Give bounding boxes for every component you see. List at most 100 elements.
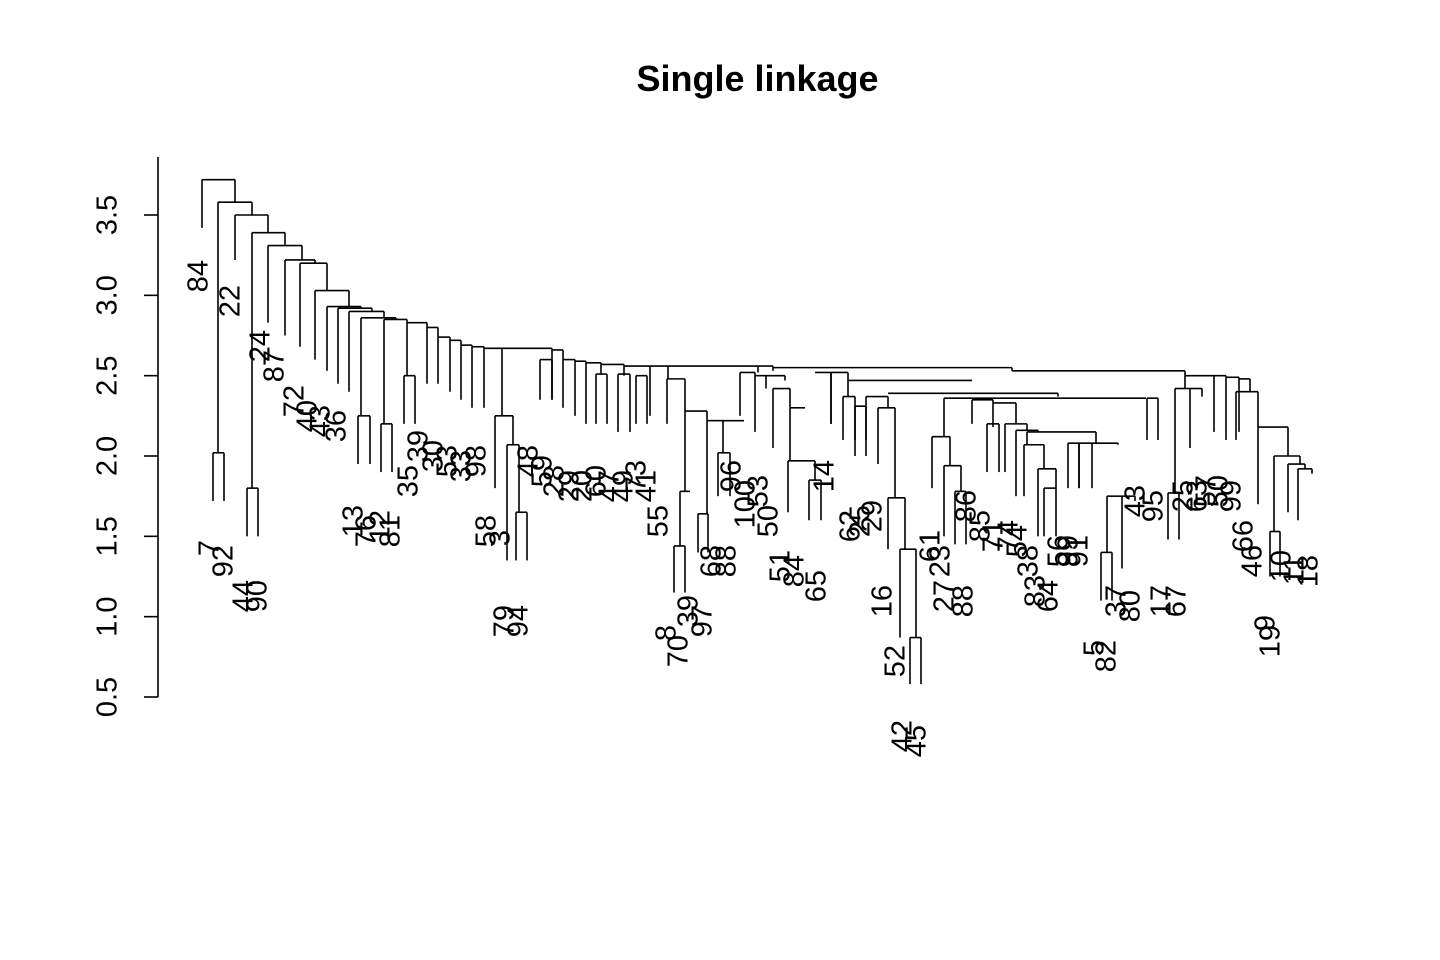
leaf-label: 11	[1279, 555, 1311, 585]
leaf-label: 88	[711, 545, 743, 577]
leaf-label: 54	[1002, 525, 1034, 557]
leaf-label: 5	[1079, 640, 1111, 656]
leaf-label: 53	[743, 475, 775, 507]
leaf-label: 84	[779, 555, 811, 587]
leaf-label: 86	[951, 490, 983, 522]
y-tick-label: 3.5	[92, 195, 124, 235]
leaf-label: 92	[208, 545, 240, 577]
y-tick-label: 3.0	[92, 275, 124, 315]
leaf-label: 68	[696, 545, 728, 577]
leaf-label: 46	[1237, 545, 1269, 577]
leaf-label: 25	[1168, 480, 1200, 512]
leaf-label: 95	[1138, 490, 1170, 522]
leaf-label: 71	[978, 520, 1010, 552]
leaf-label: 65	[801, 570, 833, 602]
leaf-label: 60	[581, 465, 613, 497]
leaf-label: 87	[259, 350, 291, 382]
leaf-label: 99	[1053, 535, 1085, 567]
leaf-label: 67	[1161, 585, 1193, 617]
leaf-label: 12	[365, 510, 397, 542]
leaf-label: 55	[643, 505, 675, 537]
leaf-label: 70	[663, 635, 695, 667]
leaf-label: 30	[418, 440, 450, 472]
leaf-label: 33	[446, 450, 478, 482]
leaf-label: 45	[901, 725, 933, 757]
leaf-label: 58	[471, 515, 503, 547]
leaf-label: 8	[651, 625, 683, 641]
leaf-label: 29	[554, 470, 586, 502]
leaf-label: 90	[242, 580, 274, 612]
leaf-label: 56	[1043, 535, 1075, 567]
leaf-label: 76	[351, 515, 383, 547]
leaf-label: 79	[489, 605, 521, 637]
leaf-label: 7	[194, 540, 226, 556]
leaf-label: 94	[503, 605, 535, 637]
y-axis: 0.5 1.0 1.5 2.0 2.5 3.0 3.5	[92, 157, 159, 717]
leaf-label: 62	[835, 510, 867, 542]
leaf-label: 88	[948, 585, 980, 617]
leaf-label: 28	[539, 465, 571, 497]
leaf-label: 80	[1115, 590, 1147, 622]
chart-title: Single linkage	[636, 58, 879, 99]
leaf-label: 36	[321, 410, 353, 442]
leaf-label: 59	[527, 455, 559, 487]
leaf-label: 22	[215, 285, 247, 317]
leaf-label: 20	[567, 470, 599, 502]
leaf-label: 50	[753, 505, 785, 537]
leaf-label: 97	[687, 605, 719, 637]
leaf-label: 43	[1120, 485, 1152, 517]
y-tick-label: 1.5	[92, 516, 124, 556]
leaf-label: 63	[1182, 480, 1214, 512]
leaf-label: 39	[403, 430, 435, 462]
leaf-label: 13	[338, 505, 370, 537]
leaf-label: 3	[485, 530, 517, 546]
leaf-label: 41	[631, 470, 663, 502]
leaf-label: 61	[915, 530, 947, 562]
leaf-label: 91	[1063, 535, 1095, 567]
leaf-label: 49	[608, 470, 640, 502]
leaf-label: 44	[228, 580, 260, 612]
dendrogram-tree	[201, 178, 1313, 685]
leaf-label: 73	[621, 460, 653, 492]
leaf-label: 37	[1101, 585, 1133, 617]
y-tick-label: 1.0	[92, 597, 124, 637]
leaf-label: 64	[1033, 580, 1065, 612]
leaf-label: 27	[929, 580, 961, 612]
leaf-label: 85	[965, 510, 997, 542]
leaf-label: 9	[1250, 615, 1282, 631]
leaf-label: 18	[1293, 555, 1325, 587]
leaf-label: 72	[279, 385, 311, 417]
leaf-label: 29	[857, 500, 889, 532]
leaf-labels: 8479222449024877240433613761281353930533…	[183, 260, 1325, 757]
leaf-label: 35	[393, 465, 425, 497]
leaf-label: 47	[594, 470, 626, 502]
leaf-label: 66	[1228, 520, 1260, 552]
leaf-label: 96	[716, 460, 748, 492]
leaf-label: 19	[1255, 625, 1287, 657]
leaf-label: 43	[305, 405, 337, 437]
y-tick-label: 0.5	[92, 677, 124, 717]
leaf-label: 24	[245, 330, 277, 362]
leaf-label: 53	[432, 445, 464, 477]
leaf-label: 10	[1266, 550, 1298, 582]
leaf-label: 81	[375, 515, 407, 547]
leaf-label: 25	[845, 505, 877, 537]
leaf-label: 84	[183, 260, 215, 292]
leaf-label: 14	[809, 460, 841, 492]
leaf-label: 42	[887, 720, 919, 752]
leaf-label: 100	[730, 480, 762, 528]
leaf-label: 17	[1146, 585, 1178, 617]
leaf-label: 23	[925, 545, 957, 577]
leaf-label: 83	[1020, 575, 1052, 607]
leaf-label: 51	[765, 550, 797, 582]
leaf-label: 74	[993, 520, 1025, 552]
leaf-label: 99	[1216, 480, 1248, 512]
leaf-label: 40	[292, 400, 324, 432]
leaf-label: 82	[1091, 640, 1123, 672]
y-tick-label: 2.0	[92, 436, 124, 476]
y-tick-label: 2.5	[92, 356, 124, 396]
leaf-label: 48	[513, 445, 545, 477]
leaf-label: 38	[1013, 545, 1045, 577]
leaf-label: 39	[673, 595, 705, 627]
